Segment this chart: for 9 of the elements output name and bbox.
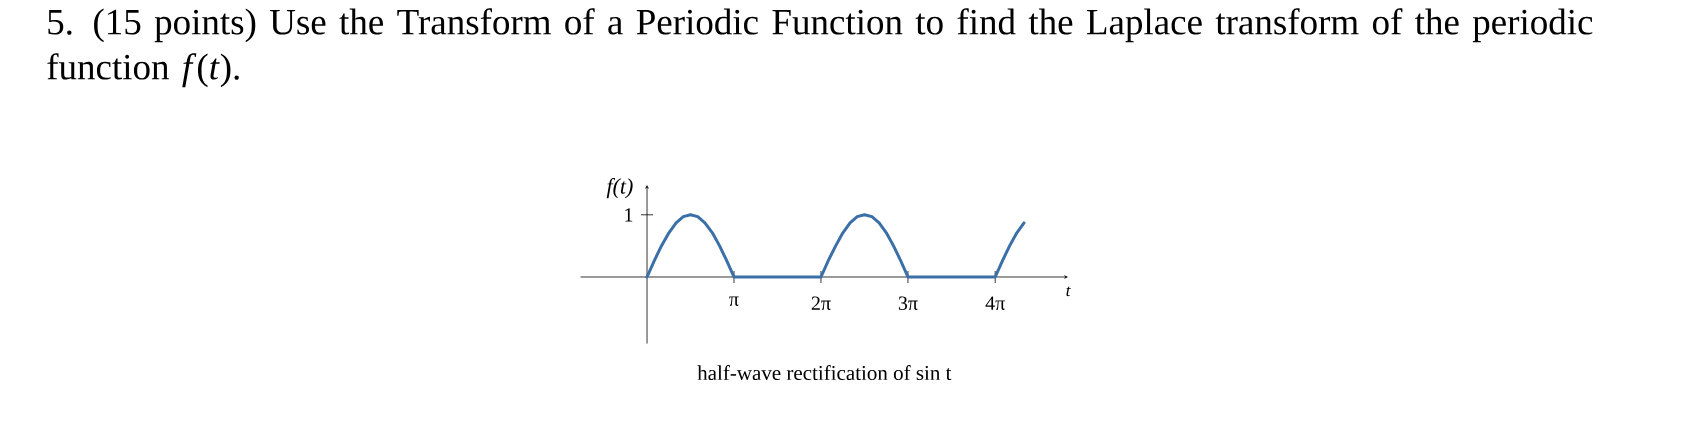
x-tick-label: 4π (985, 296, 1005, 310)
x-axis-title: t (1066, 286, 1071, 297)
text: half-wave rectification of sin t (697, 365, 952, 381)
x-tick-label: π (729, 296, 739, 306)
x-tick-label: 2π (811, 296, 831, 310)
chart-title: 5. (15 points) Use the Transform of a Periodic Function to find the Laplace transform of the periodic function f(t). (47, 8, 1593, 88)
x-tick-label: 3π (898, 296, 918, 310)
y-axis-title: f(t) (606, 178, 633, 199)
annotation: 1 (625, 208, 633, 222)
